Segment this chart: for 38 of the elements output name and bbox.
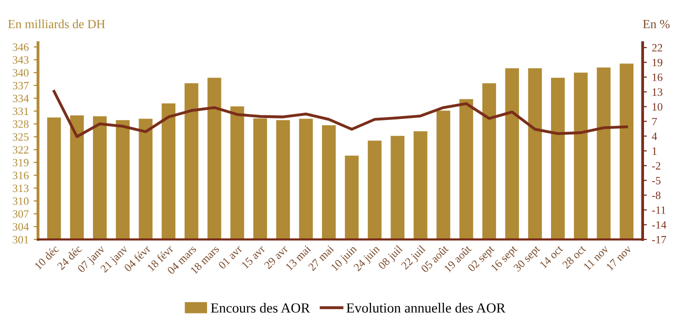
legend-label: Evolution annuelle des AOR [346,302,506,313]
y2-tick-label: -17 [652,236,666,244]
y-tick-label: 337 [12,82,29,90]
y-tick-label: 340 [12,69,29,77]
x-tick-label: 01 avr [218,244,243,270]
y2-tick-label: 16 [652,74,662,82]
y2-tick-label: 4 [652,132,658,140]
y2-tick-label: 19 [652,58,662,66]
y-tick-label: 325 [12,133,29,141]
x-tick-label: 14 oct [539,244,564,269]
y2-tick-label: 10 [652,103,662,111]
y-tick-label: 343 [12,56,29,64]
y-tick-label: 319 [12,158,29,166]
y-tick-label: 328 [12,120,29,128]
x-tick-label: 15 avr [241,244,266,269]
y-tick-label: 334 [12,94,29,102]
y-tick-label: 316 [12,172,29,180]
line-series [52,90,628,138]
y2-tick-label: -11 [652,206,666,214]
y-tick-label: 322 [12,146,28,154]
y-tick-label: 304 [12,223,29,231]
y2-tick-label: 7 [652,118,657,126]
y2-tick-label: -2 [652,162,660,170]
y2-tick-label: 13 [652,88,662,96]
y-axis-title: En milliards de DH [8,19,105,28]
y2-tick-label: 22 [652,44,662,52]
y-tick-label: 310 [12,197,29,205]
y2-tick-label: -14 [652,221,666,229]
y-tick-label: 307 [12,210,29,218]
y2-axis-title: En % [642,20,670,28]
y2-tick-label: 1 [652,147,657,155]
y-tick-label: 301 [12,236,28,244]
y-tick-label: 346 [12,43,29,51]
y-tick-label: 331 [12,108,28,116]
legend-label: Encours des AOR [210,302,310,313]
y2-tick-label: -5 [652,176,660,184]
y-tick-label: 313 [12,184,29,192]
y2-tick-label: -8 [652,192,660,200]
